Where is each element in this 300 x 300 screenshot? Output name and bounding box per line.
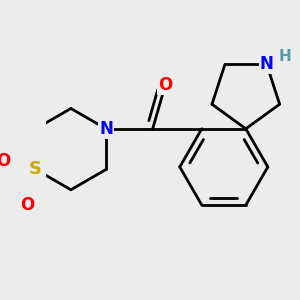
Text: H: H (279, 49, 292, 64)
Text: O: O (0, 152, 11, 170)
Text: N: N (99, 120, 113, 138)
Text: O: O (20, 196, 34, 214)
Text: S: S (29, 160, 42, 178)
Text: N: N (260, 56, 274, 74)
Text: O: O (158, 76, 172, 94)
